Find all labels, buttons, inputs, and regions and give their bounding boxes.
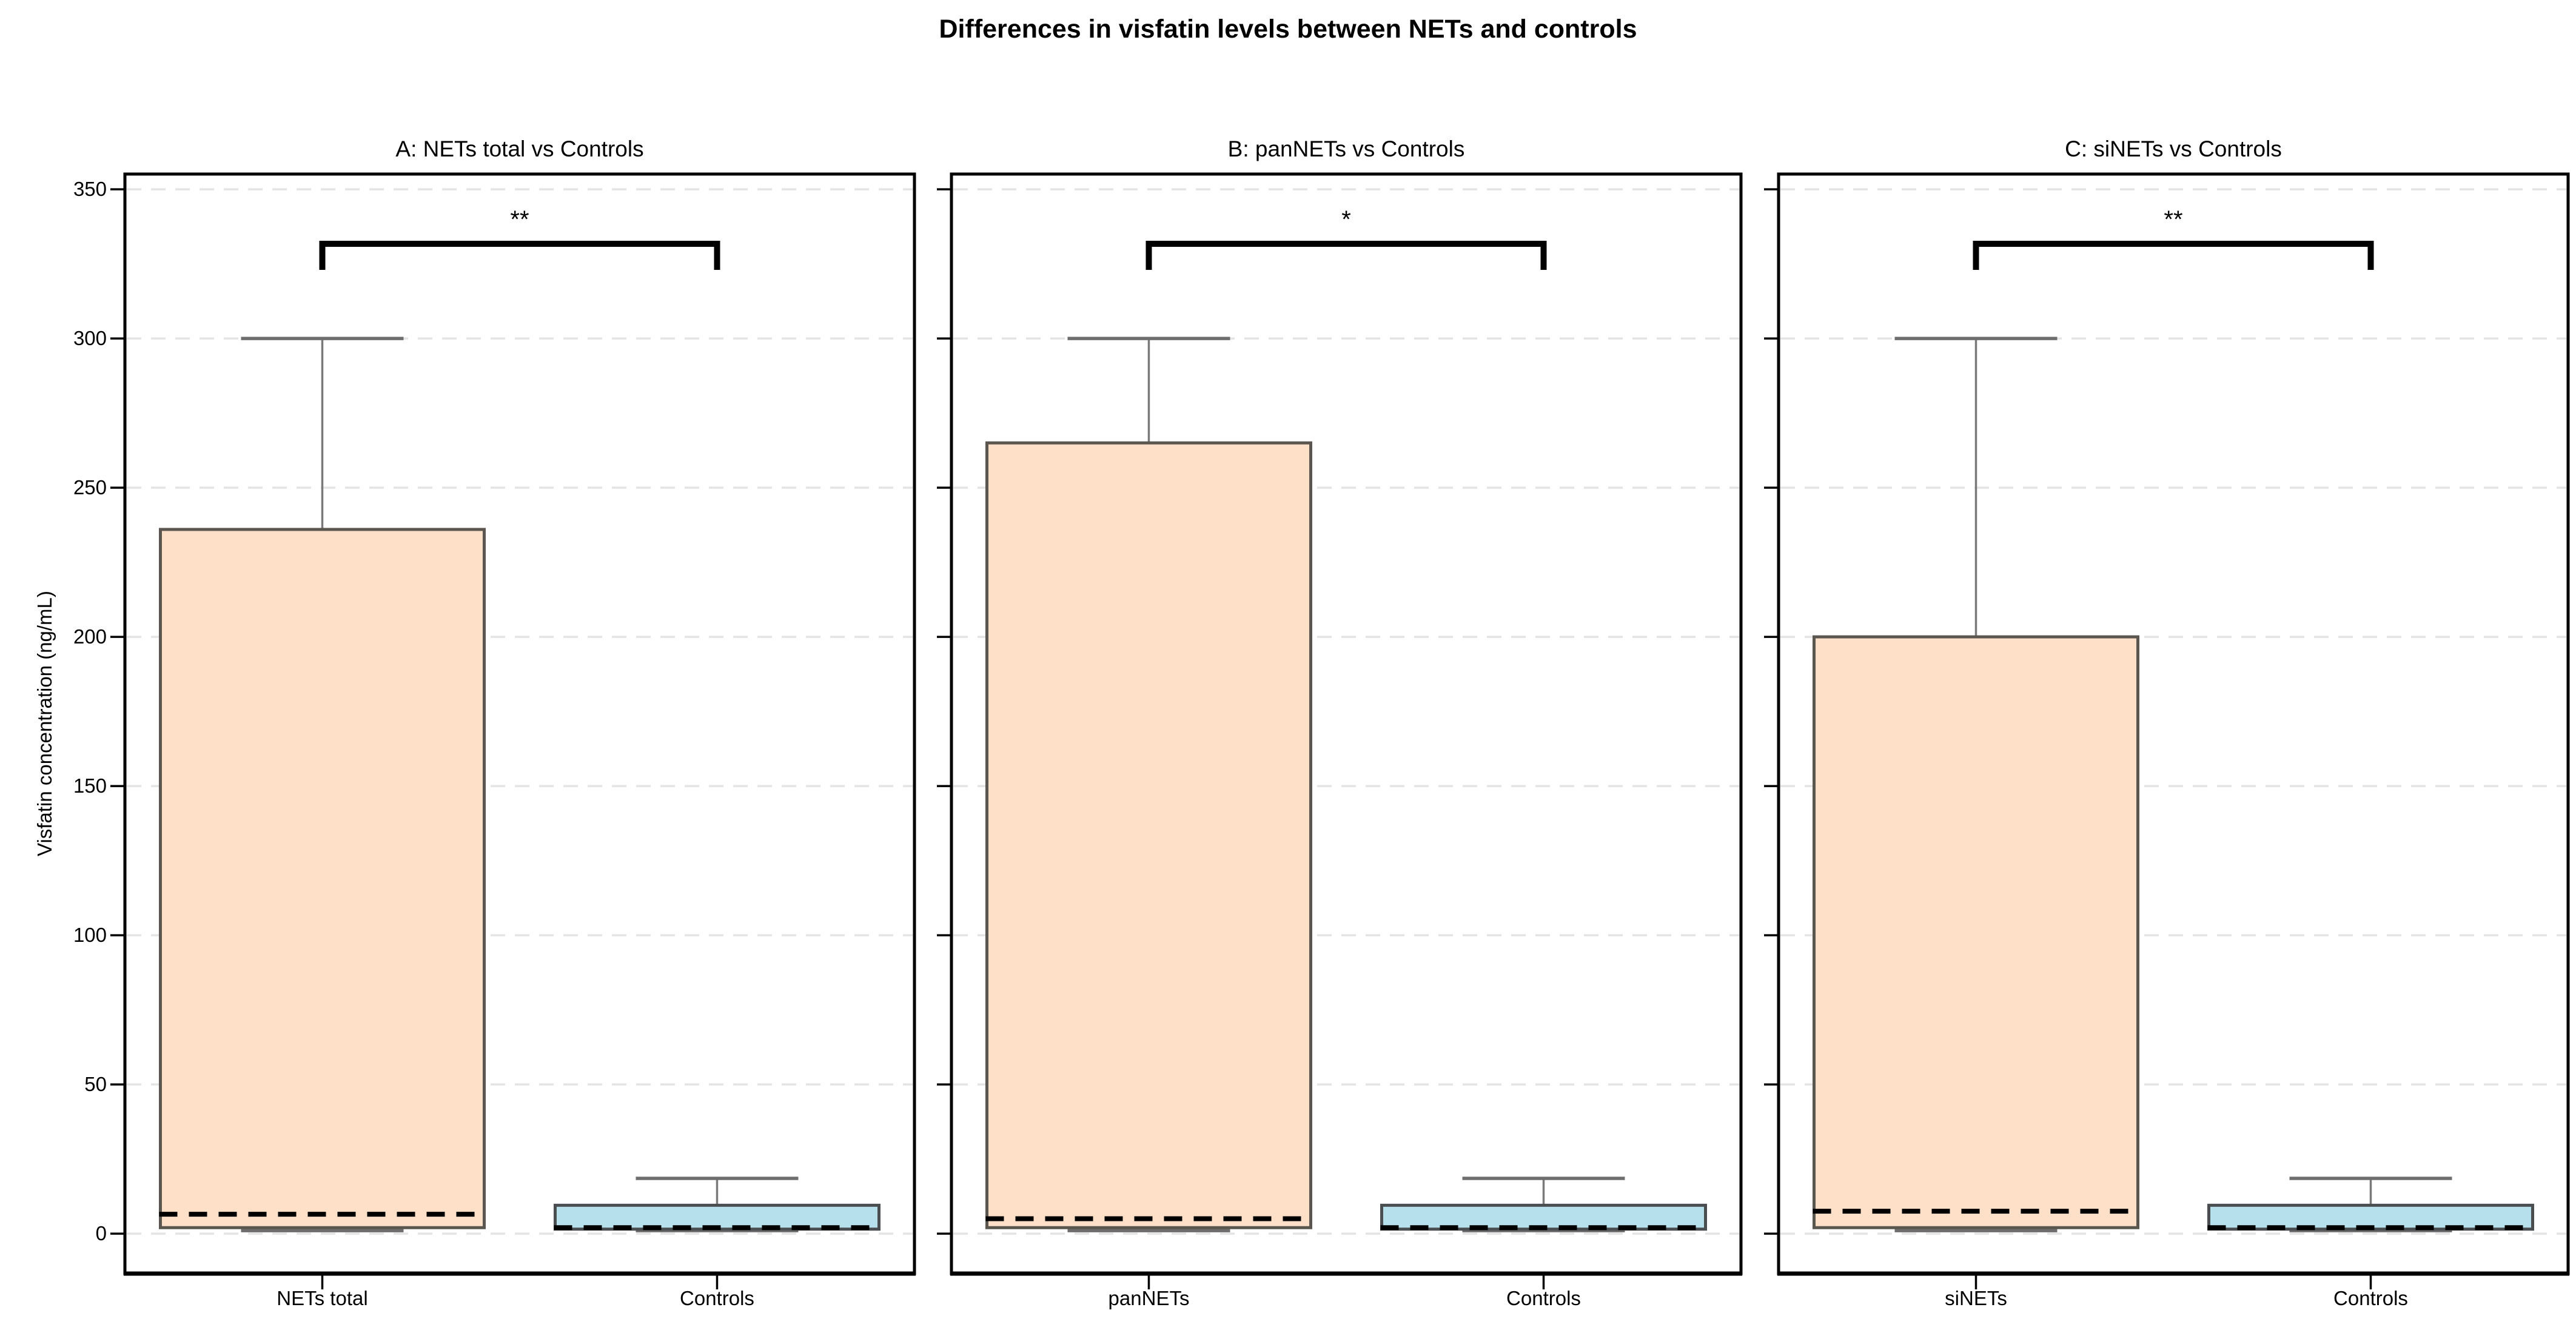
xtick-label-pannets: panNETs xyxy=(1108,1287,1190,1309)
ytick-label-0: 0 xyxy=(95,1222,107,1245)
panel-c-title: C: siNETs vs Controls xyxy=(2065,136,2282,161)
figure-title: Differences in visfatin levels between N… xyxy=(939,15,1637,44)
ytick-label-100: 100 xyxy=(73,924,107,947)
box-controls xyxy=(1380,1203,1707,1231)
ytick-label-300: 300 xyxy=(73,327,107,350)
box-pannets xyxy=(985,441,1312,1229)
ytick-label-50: 50 xyxy=(84,1073,107,1096)
ytick-label-250: 250 xyxy=(73,476,107,499)
ytick-label-350: 350 xyxy=(73,178,107,201)
xtick-label-sinets: siNETs xyxy=(1945,1287,2007,1309)
xtick-label-controls: Controls xyxy=(1506,1287,1581,1309)
significance-label: * xyxy=(1341,206,1351,233)
xtick-label-controls: Controls xyxy=(2333,1287,2408,1309)
significance-bracket xyxy=(319,241,720,270)
xtick-label-controls: Controls xyxy=(680,1287,754,1309)
box-sinets xyxy=(1813,635,2139,1229)
box-controls xyxy=(554,1203,880,1231)
ytick-label-200: 200 xyxy=(73,625,107,648)
panel-b-title: B: panNETs vs Controls xyxy=(1227,136,1465,161)
significance-bracket xyxy=(1973,241,2374,270)
ytick-label-150: 150 xyxy=(73,774,107,798)
significance-label: ** xyxy=(510,206,529,233)
box-nets-total xyxy=(159,528,486,1229)
panel-a-title: A: NETs total vs Controls xyxy=(395,136,644,161)
significance-bracket xyxy=(1145,241,1547,270)
significance-label: ** xyxy=(2164,206,2183,233)
xtick-label-nets-total: NETs total xyxy=(277,1287,368,1309)
